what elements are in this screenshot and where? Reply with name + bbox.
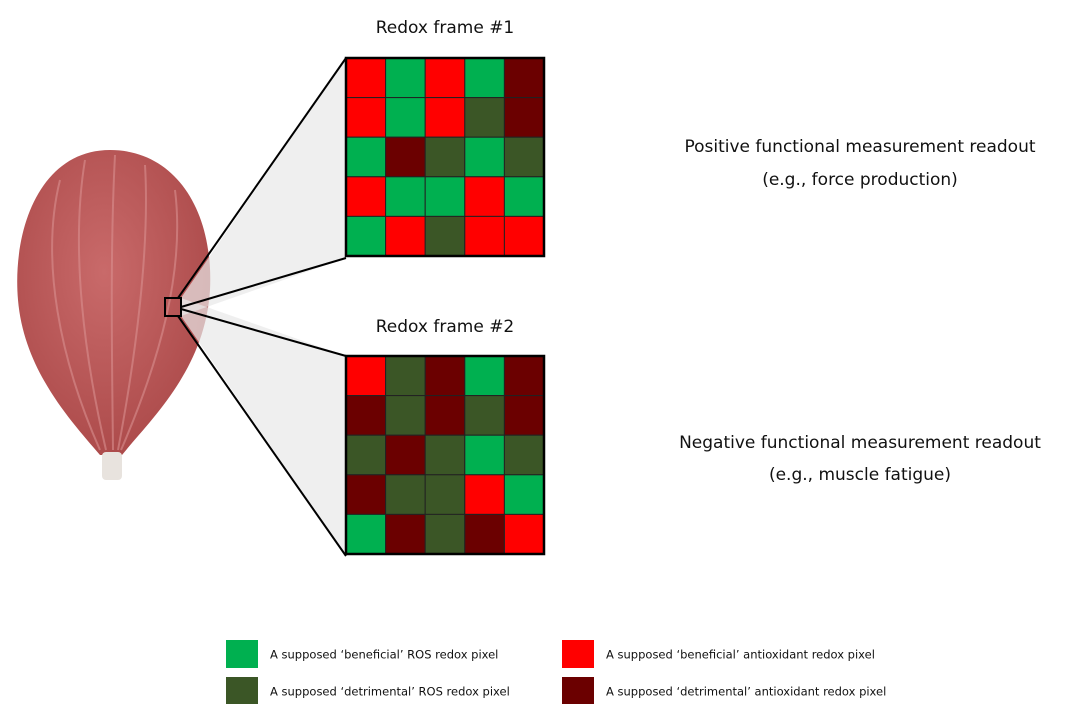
legend-label: A supposed ‘detrimental’ antioxidant red… [606, 685, 886, 699]
zoom [164, 57, 347, 557]
redox-pixel [385, 136, 426, 178]
redox-pixel [385, 434, 426, 476]
redox-pixel [503, 215, 545, 257]
legend-swatch [226, 677, 258, 704]
readout-example: (e.g., muscle fatigue) [769, 465, 951, 485]
redox-pixel [345, 395, 387, 436]
legend-label: A supposed ‘beneficial’ antioxidant redo… [606, 648, 875, 662]
legend-label: A supposed ‘detrimental’ ROS redox pixel [270, 685, 510, 699]
frame-border [344, 56, 546, 258]
redox-pixel [345, 57, 387, 99]
redox-pixel [424, 176, 466, 217]
redox-pixel [503, 57, 545, 99]
redox-pixel [503, 434, 545, 476]
redox-pixel [345, 434, 387, 476]
redox-pixel [424, 215, 466, 257]
frame-title: Redox frame #2 [376, 317, 515, 337]
redox-pixel [464, 513, 505, 555]
redox-pixel [464, 434, 505, 476]
redox-pixel [385, 395, 426, 436]
redox-pixel [385, 355, 426, 397]
redox-pixel [385, 176, 426, 217]
frame-border [344, 354, 546, 556]
legend-swatch [562, 640, 594, 668]
redox-pixel [385, 474, 426, 515]
redox-pixel [345, 97, 387, 138]
redox-pixel [503, 355, 545, 397]
redox-pixel [424, 395, 466, 436]
redox-pixel [424, 57, 466, 99]
redox-pixel [424, 513, 466, 555]
redox-pixel [464, 474, 505, 515]
redox-pixel [345, 474, 387, 515]
readout: Positive functional measurement readout [684, 137, 1035, 157]
redox-pixel [345, 176, 387, 217]
redox-pixel [464, 57, 505, 99]
redox-pixel [503, 474, 545, 515]
redox-pixel [345, 355, 387, 397]
redox-pixel [385, 97, 426, 138]
readout: Negative functional measurement readout [679, 433, 1041, 453]
redox-pixel [464, 136, 505, 178]
redox-pixel [503, 395, 545, 436]
redox-pixel [503, 513, 545, 555]
redox-pixel [424, 355, 466, 397]
redox-pixel [464, 176, 505, 217]
redox-pixel [464, 97, 505, 138]
redox-pixel [345, 215, 387, 257]
redox-pixel [385, 57, 426, 99]
redox-pixel [424, 474, 466, 515]
frame-title: Redox frame #1 [376, 18, 515, 38]
redox-pixel [385, 513, 426, 555]
redox-pixel [464, 355, 505, 397]
redox-pixel [503, 176, 545, 217]
legend-label: A supposed ‘beneficial’ ROS redox pixel [270, 648, 498, 662]
redox-pixel [464, 215, 505, 257]
readout-example: (e.g., force production) [762, 170, 958, 190]
muscle [17, 150, 211, 480]
redox-pixel [503, 97, 545, 138]
legend-swatch [226, 640, 258, 668]
redox-pixel [464, 395, 505, 436]
redox-pixel [345, 136, 387, 178]
redox-pixel [424, 97, 466, 138]
redox-pixel [385, 215, 426, 257]
redox-pixel [424, 434, 466, 476]
legend-swatch [562, 677, 594, 704]
redox-pixel [503, 136, 545, 178]
redox-pixel [424, 136, 466, 178]
redox-pixel [345, 513, 387, 555]
